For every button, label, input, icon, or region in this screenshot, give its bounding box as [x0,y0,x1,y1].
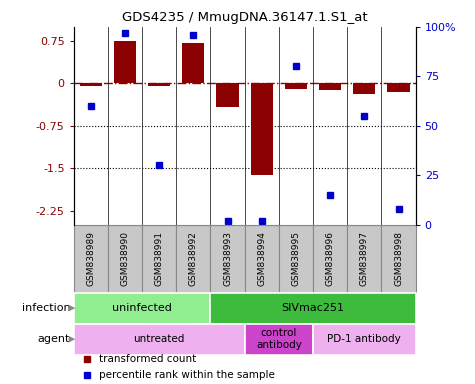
Bar [74,324,245,355]
Bar [142,225,176,293]
Text: control
antibody: control antibody [256,328,302,350]
Text: GSM838997: GSM838997 [360,231,369,286]
Bar [80,83,102,86]
Bar [114,41,136,83]
Bar [176,225,210,293]
Text: GSM838995: GSM838995 [292,231,300,286]
Text: GSM838989: GSM838989 [86,231,95,286]
Bar [74,225,108,293]
Text: transformed count: transformed count [99,354,197,364]
Bar [210,225,245,293]
Bar [319,83,341,90]
Text: PD-1 antibody: PD-1 antibody [327,334,401,344]
Bar [251,83,273,175]
Bar [74,293,210,324]
Text: GSM838992: GSM838992 [189,231,198,286]
Bar [285,83,307,89]
Bar [108,225,142,293]
Bar [217,83,238,107]
Text: GSM838998: GSM838998 [394,231,403,286]
Text: GSM838990: GSM838990 [121,231,129,286]
Bar [182,43,204,83]
Text: percentile rank within the sample: percentile rank within the sample [99,370,275,380]
Bar [279,225,313,293]
Bar [313,225,347,293]
Bar [347,225,381,293]
Text: GSM838994: GSM838994 [257,231,266,286]
Text: uninfected: uninfected [112,303,172,313]
Text: infection: infection [21,303,70,313]
Bar [245,225,279,293]
Bar [381,225,416,293]
Text: SIVmac251: SIVmac251 [282,303,344,313]
Bar [210,293,416,324]
Bar [388,83,409,92]
Text: GSM838991: GSM838991 [155,231,163,286]
Title: GDS4235 / MmugDNA.36147.1.S1_at: GDS4235 / MmugDNA.36147.1.S1_at [122,11,368,24]
Bar [313,324,416,355]
Bar [353,83,375,94]
Bar [245,324,313,355]
Bar [148,83,170,86]
Text: GSM838993: GSM838993 [223,231,232,286]
Text: agent: agent [38,334,70,344]
Text: GSM838996: GSM838996 [326,231,334,286]
Text: untreated: untreated [133,334,185,344]
